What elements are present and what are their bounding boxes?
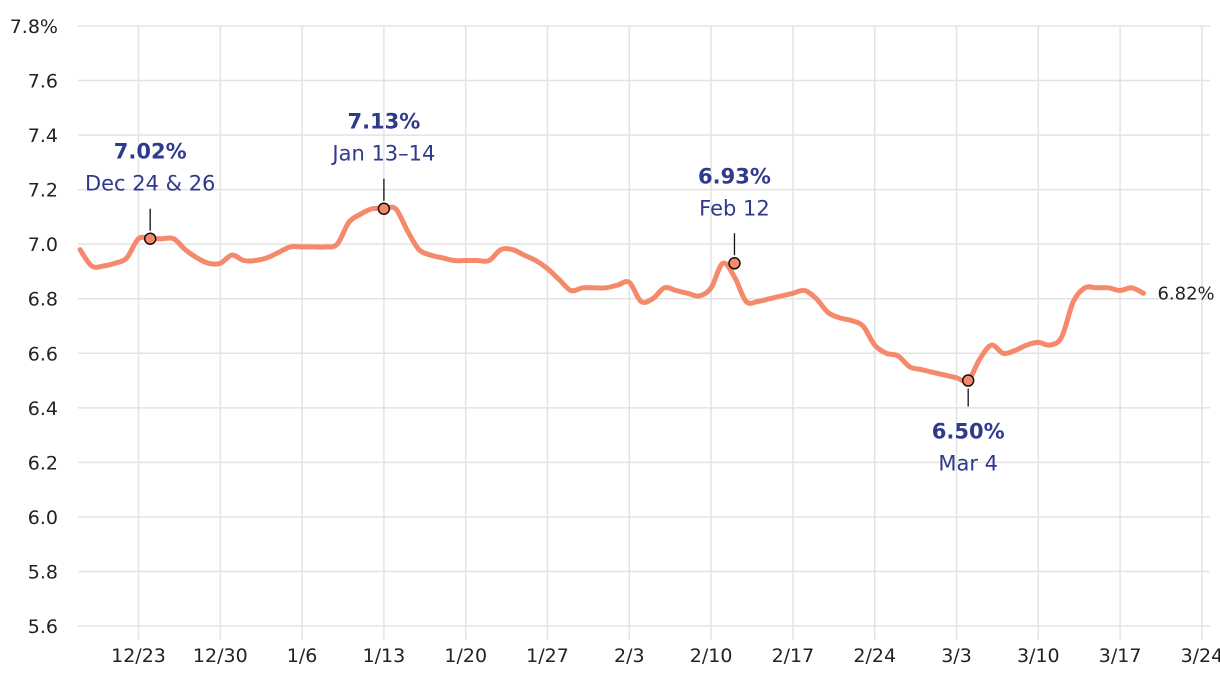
y-tick-label: 7.6 xyxy=(28,71,58,93)
y-tick-label: 5.8 xyxy=(28,561,58,583)
y-tick-label: 7.0 xyxy=(28,234,58,256)
annotation: 7.02% Dec 24 & 26 xyxy=(85,140,215,245)
y-tick-label: 6.4 xyxy=(28,398,58,420)
x-tick-label: 3/10 xyxy=(1017,645,1060,667)
annotations: 7.02% Dec 24 & 26 7.13% Jan 13–14 6.93% Feb 1… xyxy=(85,110,1005,476)
y-tick-label: 7.2 xyxy=(28,180,58,202)
y-axis: 5.6 5.8 6.0 6.2 6.4 6.6 6.8 7.0 7.2 7.4 7.6 7.8% xyxy=(10,16,58,638)
annotation: 6.93% Feb 12 xyxy=(698,164,771,270)
x-tick-label: 1/13 xyxy=(363,645,406,667)
annotation-date: Dec 24 & 26 xyxy=(85,172,215,196)
x-tick-label: 2/17 xyxy=(772,645,815,667)
y-tick-label: 7.8% xyxy=(10,16,58,38)
annotation: 6.50% Mar 4 xyxy=(932,374,1005,476)
annotation-value: 7.13% xyxy=(347,110,420,134)
x-tick-label: 1/20 xyxy=(444,645,487,667)
x-tick-label: 2/24 xyxy=(853,645,896,667)
annotation-marker xyxy=(961,374,975,387)
annotation-date: Mar 4 xyxy=(938,452,998,476)
x-tick-label: 2/3 xyxy=(614,645,645,667)
x-tick-label: 3/17 xyxy=(1099,645,1142,667)
x-tick-label: 12/30 xyxy=(193,645,248,667)
vertical-gridlines xyxy=(137,26,1203,640)
y-tick-label: 7.4 xyxy=(28,125,58,147)
x-tick-label: 12/23 xyxy=(111,645,166,667)
x-tick-label: 2/10 xyxy=(690,645,733,667)
y-tick-label: 5.6 xyxy=(28,616,58,638)
x-tick-label: 3/3 xyxy=(941,645,972,667)
annotation-marker xyxy=(377,202,391,215)
x-tick-label: 1/6 xyxy=(287,645,318,667)
annotation-marker xyxy=(728,257,741,270)
annotation-value: 6.50% xyxy=(932,420,1005,444)
rate-line xyxy=(77,204,1146,385)
annotation-date: Feb 12 xyxy=(699,196,770,220)
rate-series xyxy=(77,204,1146,385)
y-tick-label: 6.2 xyxy=(28,452,58,474)
y-tick-label: 6.8 xyxy=(28,289,58,311)
x-tick-label: 3/24 xyxy=(1181,645,1220,667)
annotation-value: 7.02% xyxy=(114,140,187,164)
annotation-date: Jan 13–14 xyxy=(330,142,435,166)
annotation-value: 6.93% xyxy=(698,164,771,188)
x-axis: 12/23 12/30 1/6 1/13 1/20 1/27 2/3 2/10 2/17 2/24… xyxy=(111,645,1220,667)
annotation: 7.13% Jan 13–14 xyxy=(330,110,435,215)
end-value-label: 6.82% xyxy=(1157,283,1214,304)
x-tick-label: 1/27 xyxy=(526,645,569,667)
annotation-marker xyxy=(143,232,157,245)
y-tick-label: 6.6 xyxy=(28,343,58,365)
y-tick-label: 6.0 xyxy=(28,507,58,529)
horizontal-gridlines xyxy=(78,25,1210,627)
